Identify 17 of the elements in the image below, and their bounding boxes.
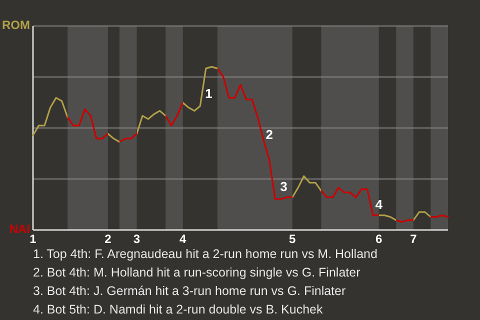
annotation: 1 — [205, 86, 212, 101]
text: 3. Bot 4th: J. Germán hit a 3-run home run vs G. Finlater — [33, 284, 346, 298]
x-tick-label: 3 — [133, 232, 140, 246]
text: 4. Bot 5th: D. Namdi hit a 2-run double vs B. Kuchek — [33, 302, 324, 316]
x-tick-label: 2 — [104, 232, 112, 246]
x-tick-label: 4 — [180, 232, 187, 246]
x-tick-label: 1 — [30, 232, 37, 246]
x-tick-label: 7 — [410, 232, 418, 246]
annotation: 2 — [266, 126, 273, 142]
annotation: 3 — [280, 179, 288, 194]
x-tick-label: 5 — [289, 232, 296, 246]
text: 1. Top 4th: F. Aregnaudeau hit a 2-run home run vs M. Holland — [33, 247, 378, 261]
annotation: 4 — [375, 196, 384, 212]
text: ROM — [2, 18, 30, 32]
x-tick-label: 6 — [375, 232, 382, 246]
text: NAI — [9, 222, 30, 236]
text: 2. Bot 4th: M. Holland hit a run-scoring single vs G. Finlater — [33, 266, 360, 280]
